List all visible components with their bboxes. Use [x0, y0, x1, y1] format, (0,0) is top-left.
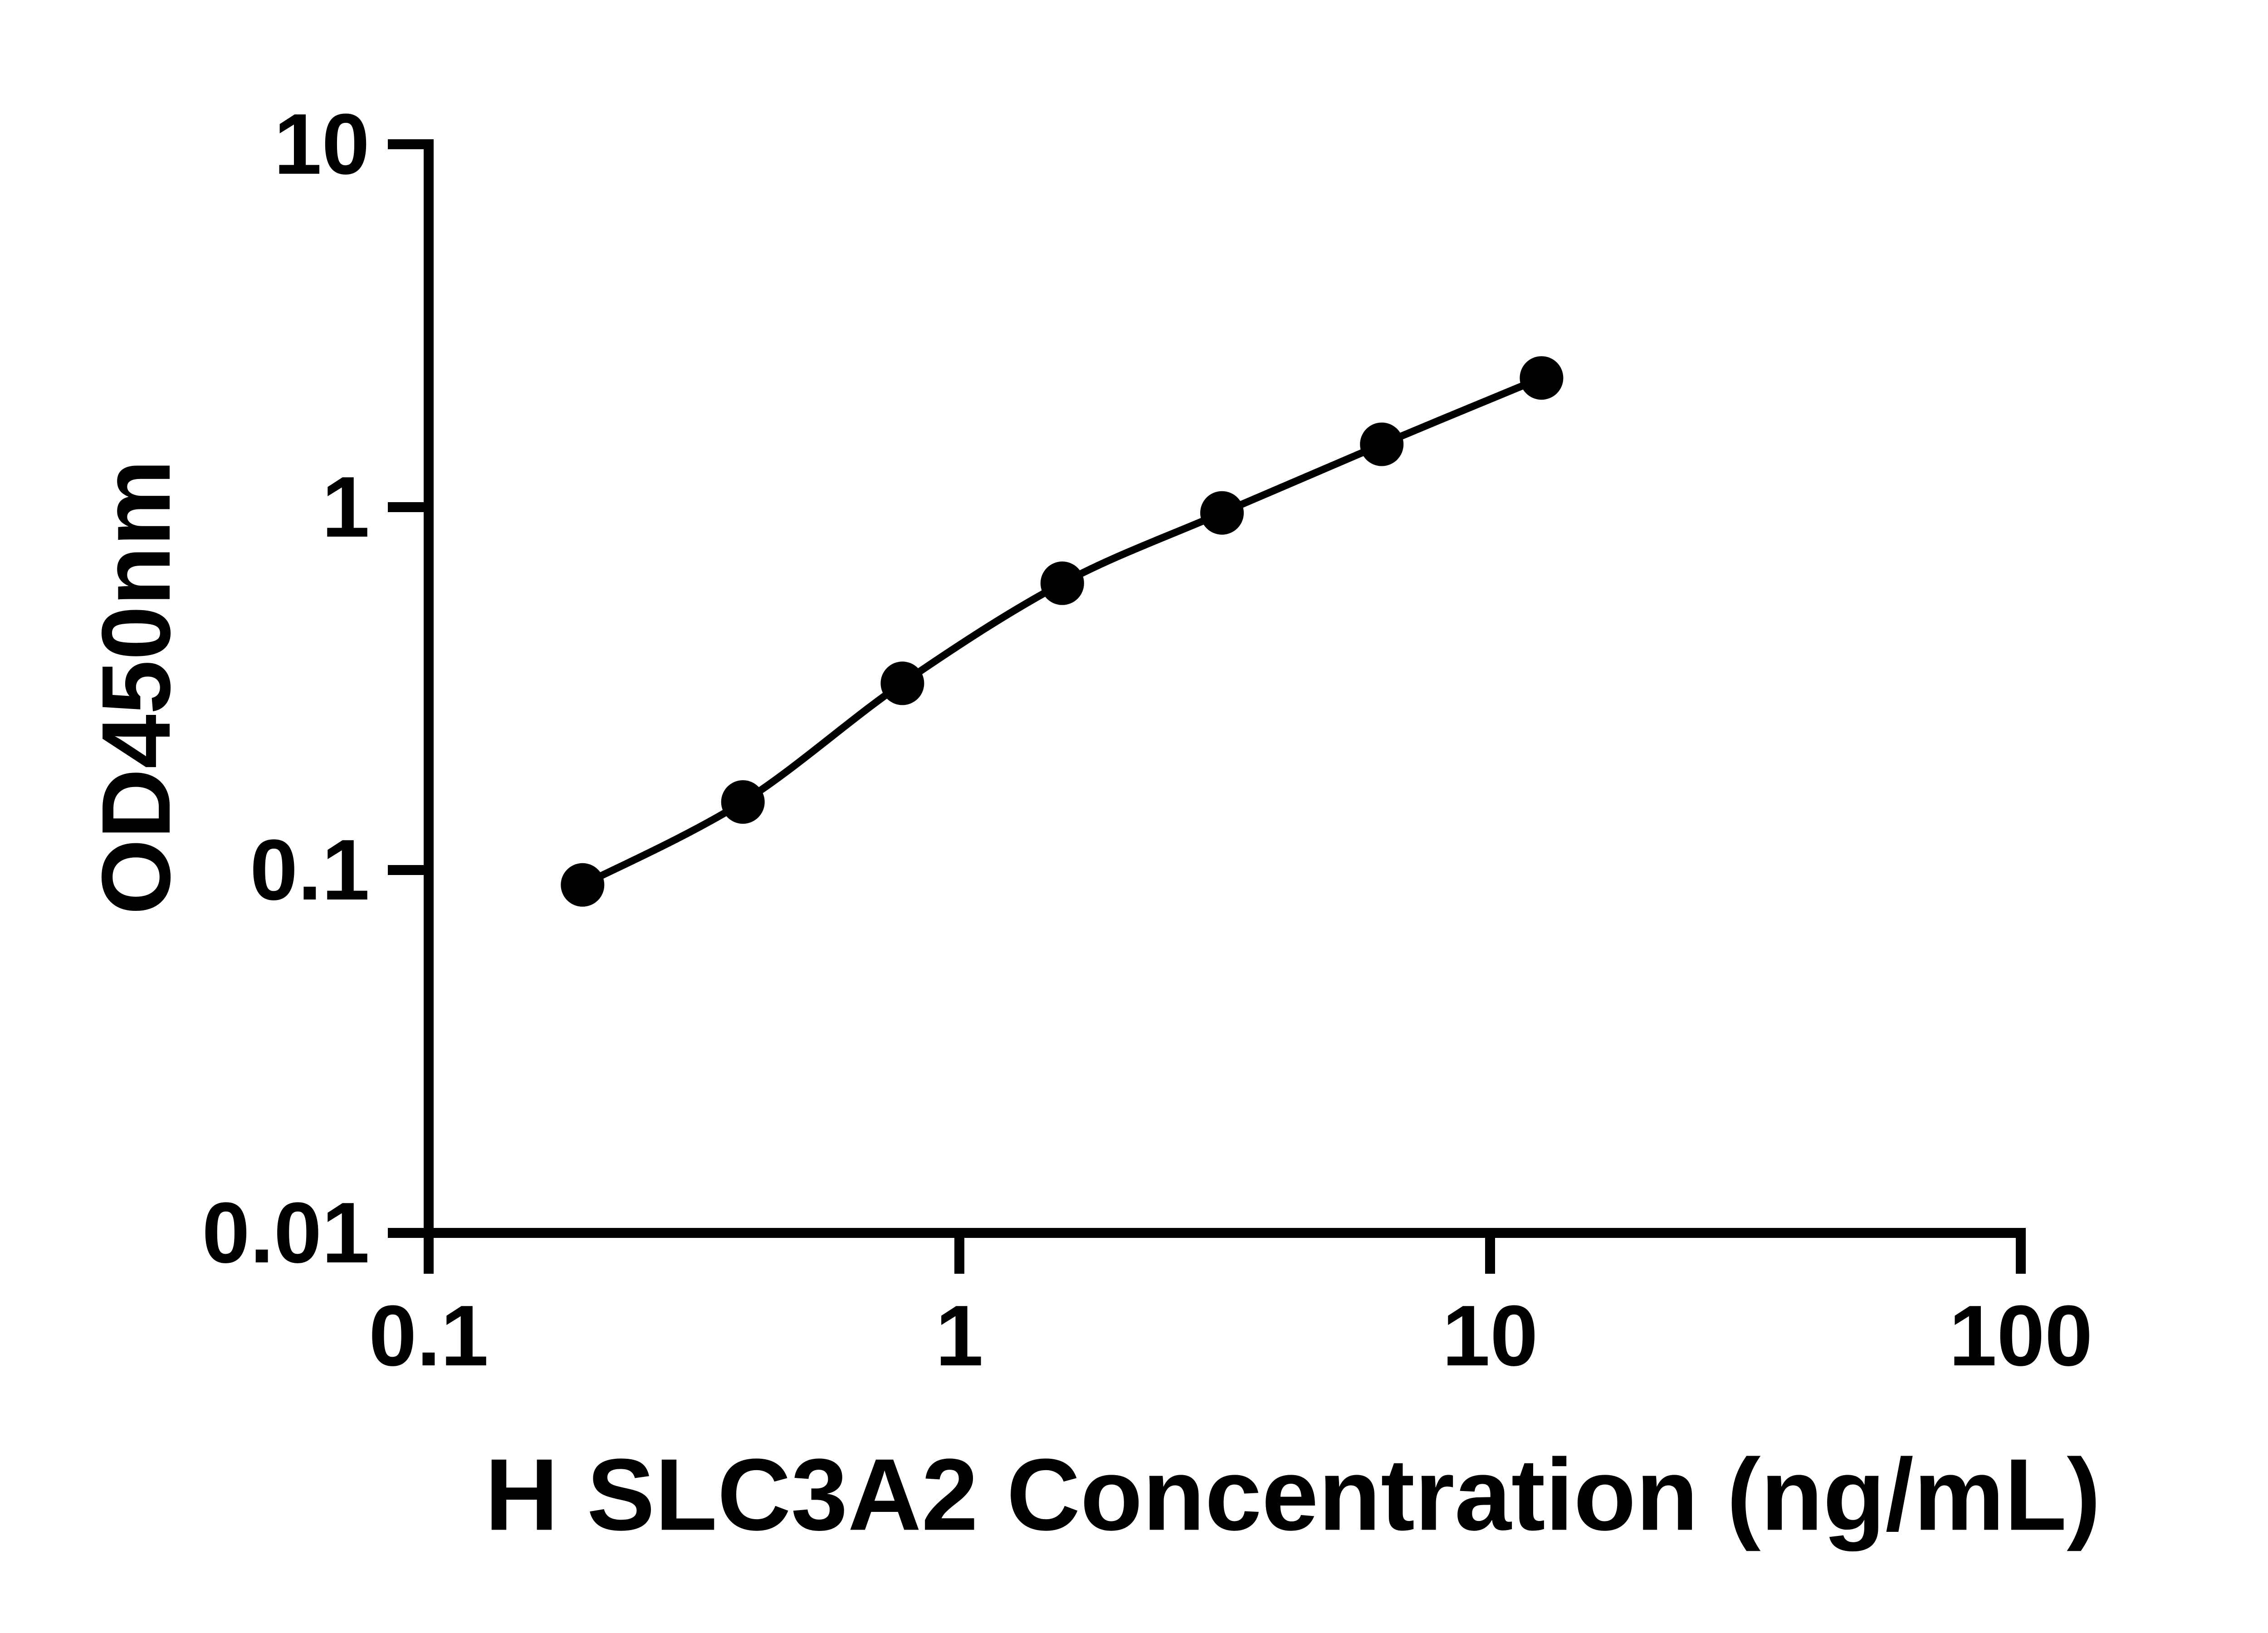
y-axis-title: OD450nm: [81, 460, 191, 915]
data-point: [721, 780, 765, 824]
data-point: [1360, 422, 1404, 466]
data-point: [1040, 561, 1084, 605]
data-point: [1520, 356, 1564, 400]
y-tick-label: 0.1: [249, 822, 370, 918]
x-tick-label: 10: [1442, 1288, 1538, 1384]
y-tick-label: 0.01: [202, 1185, 370, 1281]
y-tick-label: 1: [322, 459, 370, 555]
x-axis-title: H SLC3A2 Concentration (ng/mL): [484, 1437, 2101, 1552]
y-axis-ticks: [388, 139, 429, 1238]
x-tick-label: 0.1: [368, 1288, 489, 1384]
data-point: [561, 863, 605, 907]
data-point: [880, 661, 924, 705]
data-points: [561, 356, 1564, 907]
x-axis-ticks: [424, 1233, 2026, 1274]
data-point: [1200, 491, 1244, 535]
x-tick-label: 1: [935, 1288, 983, 1384]
x-tick-label: 100: [1949, 1288, 2093, 1384]
axes-lines: [424, 139, 2026, 1238]
y-tick-label: 10: [274, 96, 370, 192]
